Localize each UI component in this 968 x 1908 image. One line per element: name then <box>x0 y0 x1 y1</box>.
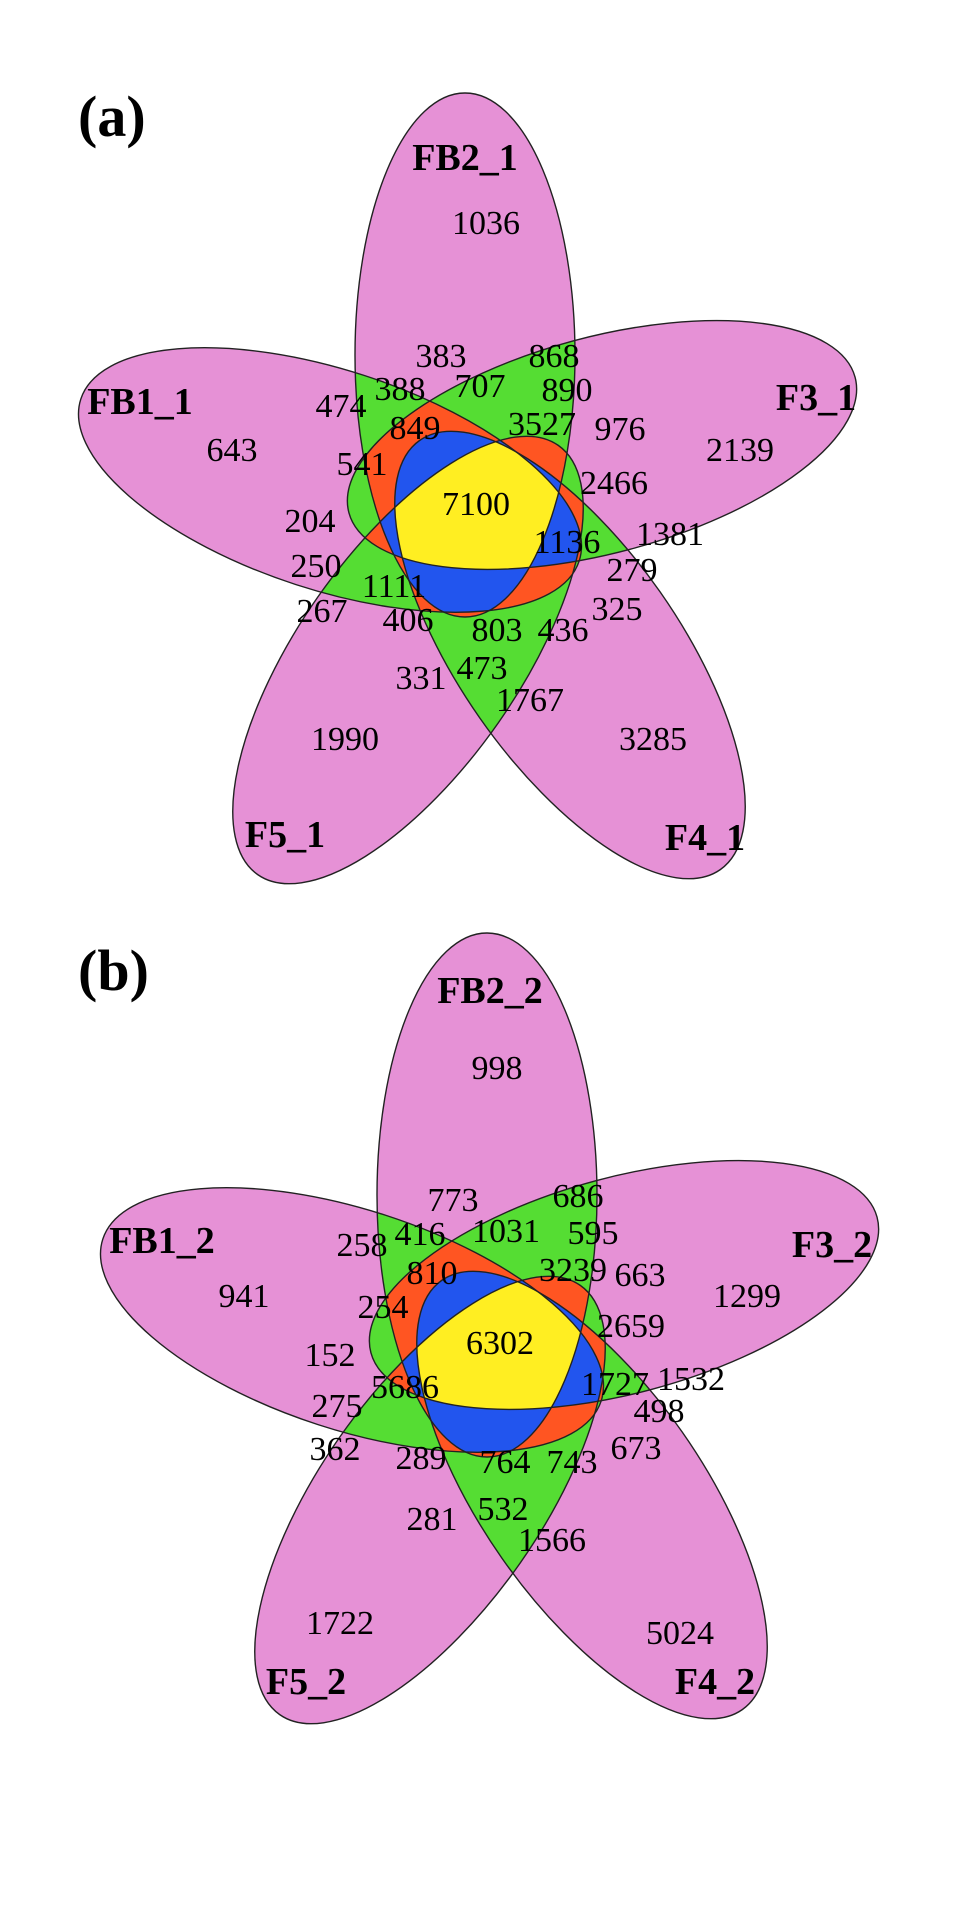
panel-letter: (a) <box>78 84 146 149</box>
region-count: 976 <box>595 411 646 448</box>
region-count: 362 <box>310 1431 361 1468</box>
region-count: 289 <box>396 1440 447 1477</box>
region-count: 204 <box>285 503 336 540</box>
region-count: 541 <box>337 446 388 483</box>
region-count: 3527 <box>508 406 576 443</box>
region-count: 5686 <box>371 1369 439 1406</box>
region-count: 849 <box>390 410 441 447</box>
region-count: 1767 <box>496 682 564 719</box>
region-count: 416 <box>395 1216 446 1253</box>
venn-panel-b: (b) FB2_2 FB1_2 F3_2 F5_2 F4_2 998 941 1… <box>68 932 906 1779</box>
region-count: 1299 <box>713 1278 781 1315</box>
region-count: 383 <box>416 338 467 375</box>
set-label-f5: F5_2 <box>266 1661 346 1703</box>
region-count: 1727 <box>581 1366 649 1403</box>
region-count: 325 <box>592 591 643 628</box>
region-count: 941 <box>219 1278 270 1315</box>
region-count: 3285 <box>619 721 687 758</box>
region-count: 1722 <box>306 1605 374 1642</box>
region-count: 331 <box>396 660 447 697</box>
region-count: 2659 <box>597 1308 665 1345</box>
region-count: 258 <box>337 1227 388 1264</box>
region-count: 279 <box>607 552 658 589</box>
region-count: 1381 <box>636 516 704 553</box>
region-count: 281 <box>407 1501 458 1538</box>
panel-letter: (b) <box>78 938 149 1003</box>
region-count: 267 <box>297 593 348 630</box>
venn-panel-a: (a) FB2_1 FB1_1 F3_1 F5_1 F4_1 1036 643 … <box>46 84 884 939</box>
region-count: 803 <box>472 612 523 649</box>
region-count: 406 <box>383 602 434 639</box>
region-count: 3239 <box>539 1252 607 1289</box>
region-count: 890 <box>542 372 593 409</box>
region-count: 686 <box>553 1178 604 1215</box>
region-count: 532 <box>478 1491 529 1528</box>
region-count: 275 <box>312 1388 363 1425</box>
region-count: 2139 <box>706 432 774 469</box>
region-count: 2466 <box>580 465 648 502</box>
region-count: 473 <box>457 650 508 687</box>
region-count: 250 <box>291 548 342 585</box>
region-count: 1990 <box>311 721 379 758</box>
set-label-fb2: FB2_1 <box>412 137 518 179</box>
region-count: 254 <box>358 1289 409 1326</box>
region-count: 1136 <box>534 524 601 561</box>
region-count: 474 <box>316 388 367 425</box>
region-count: 1111 <box>362 568 426 605</box>
region-count: 673 <box>611 1430 662 1467</box>
region-count: 868 <box>529 338 580 375</box>
region-count: 7100 <box>442 486 510 523</box>
region-count-list: 1036 643 2139 1990 3285 7100 383 868 474… <box>207 205 775 758</box>
set-label-f4: F4_2 <box>675 1661 755 1703</box>
set-label-fb2: FB2_2 <box>437 970 543 1012</box>
region-count: 707 <box>455 368 506 405</box>
region-count: 998 <box>472 1050 523 1087</box>
set-label-fb1: FB1_1 <box>87 381 193 423</box>
region-count: 498 <box>634 1393 685 1430</box>
region-count: 663 <box>615 1257 666 1294</box>
region-count-list: 998 941 1299 1722 5024 6302 773 686 258 … <box>219 1050 782 1652</box>
region-count: 1031 <box>472 1213 540 1250</box>
region-count: 743 <box>547 1444 598 1481</box>
region-count: 5024 <box>646 1615 714 1652</box>
region-count: 6302 <box>466 1325 534 1362</box>
region-count: 436 <box>538 612 589 649</box>
set-label-f5: F5_1 <box>245 814 325 856</box>
region-count: 810 <box>407 1255 458 1292</box>
region-count: 388 <box>375 371 426 408</box>
set-label-fb1: FB1_2 <box>109 1220 215 1262</box>
region-count: 773 <box>428 1182 479 1219</box>
region-count: 1566 <box>518 1522 586 1559</box>
region-count: 152 <box>305 1337 356 1374</box>
region-count: 1532 <box>657 1361 725 1398</box>
region-count: 764 <box>480 1444 531 1481</box>
set-label-f3: F3_1 <box>776 377 856 419</box>
region-count: 595 <box>568 1215 619 1252</box>
set-label-f4: F4_1 <box>665 817 745 859</box>
region-count: 643 <box>207 432 258 469</box>
region-count: 1036 <box>452 205 520 242</box>
set-label-f3: F3_2 <box>792 1224 872 1266</box>
